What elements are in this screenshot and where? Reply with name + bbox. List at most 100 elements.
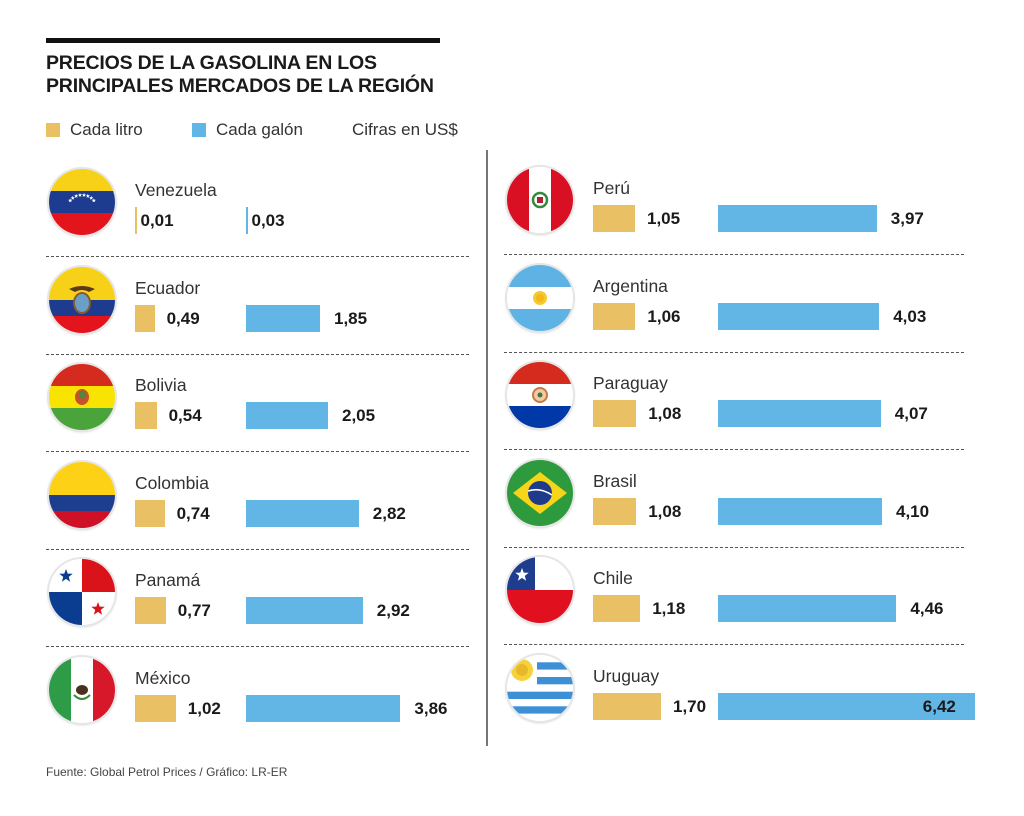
flag-mexico-icon xyxy=(49,656,115,723)
value-label-litro: 1,70 xyxy=(673,696,707,716)
country-name: Argentina xyxy=(593,275,668,296)
value-label-litro: 0,54 xyxy=(168,406,202,425)
value-label-galon: 0,03 xyxy=(251,211,285,230)
country-name: Uruguay xyxy=(593,665,660,686)
row-separator xyxy=(504,644,964,645)
bar-galon xyxy=(718,205,877,232)
bar-litro xyxy=(593,302,636,330)
value-label-galon: 3,97 xyxy=(890,209,924,228)
country-row: Chile 1,18 4,46 xyxy=(0,556,1024,646)
value-label-litro: 0,74 xyxy=(176,503,210,523)
row-separator xyxy=(504,351,964,353)
country-row: Argentina 1,06 4,03 xyxy=(0,264,1024,354)
country-row: Venezuela 0,01 0,03 xyxy=(0,168,1024,258)
value-label-galon: 6,42 xyxy=(922,696,956,716)
country-row: Paraguay 1,08 4,07 xyxy=(0,361,1024,451)
flag-venezuela-icon xyxy=(49,169,115,235)
bar-galon xyxy=(718,595,897,622)
bar-galon xyxy=(246,304,320,332)
value-label-litro: 1,18 xyxy=(652,599,686,618)
title-line-2: PRINCIPALES MERCADOS DE LA REGIÓN xyxy=(46,75,434,97)
value-label-litro: 1,05 xyxy=(647,209,681,228)
flag-bolivia-icon xyxy=(49,364,115,430)
title-line-1: PRECIOS DE LA GASOLINA EN LOS xyxy=(46,52,377,74)
country-row: Perú 1,05 3,97 xyxy=(0,166,1024,256)
bar-galon xyxy=(246,597,363,624)
row-separator xyxy=(504,449,964,450)
country-row: Bolivia 0,54 2,05 xyxy=(0,363,1024,453)
bar-litro xyxy=(135,694,176,722)
country-name: Panamá xyxy=(135,570,201,590)
bar-galon xyxy=(246,207,248,234)
legend-label-galon: Cada galón xyxy=(216,120,303,139)
bar-litro xyxy=(135,597,166,624)
value-label-litro: 1,02 xyxy=(187,698,221,718)
bar-galon xyxy=(718,692,975,720)
legend-swatch-litro xyxy=(46,123,60,137)
row-separator xyxy=(504,546,964,548)
legend-item-litro: Cada litro xyxy=(46,120,143,140)
flag-uruguay-icon xyxy=(507,654,573,721)
value-label-litro: 1,08 xyxy=(648,501,682,521)
value-label-galon: 4,46 xyxy=(910,599,944,618)
country-row: México 1,02 3,86 xyxy=(0,656,1024,746)
legend-item-galon: Cada galón xyxy=(192,120,303,140)
country-name: Chile xyxy=(593,568,633,588)
value-label-galon: 2,82 xyxy=(372,503,406,523)
flag-paraguay-icon xyxy=(507,362,573,428)
column-divider xyxy=(486,150,488,746)
value-label-galon: 4,03 xyxy=(893,306,927,326)
bar-galon xyxy=(718,497,882,525)
units-note: Cifras en US$ xyxy=(352,120,458,139)
legend-units-note: Cifras en US$ xyxy=(352,120,458,140)
value-label-galon: 1,85 xyxy=(334,308,368,328)
legend-swatch-galon xyxy=(192,123,206,137)
source-note: Fuente: Global Petrol Prices / Gráfico: … xyxy=(46,765,288,779)
country-row: Colombia 0,74 2,82 xyxy=(0,461,1024,551)
bar-galon xyxy=(246,499,359,527)
title-rule xyxy=(46,38,440,43)
bar-litro xyxy=(135,402,157,429)
bar-litro xyxy=(593,400,637,427)
country-row: Ecuador 0,49 1,85 xyxy=(0,266,1024,356)
value-label-litro: 1,06 xyxy=(647,306,681,326)
bar-galon xyxy=(246,402,328,429)
country-name: Venezuela xyxy=(135,180,217,200)
bar-litro xyxy=(593,595,641,622)
value-label-galon: 4,10 xyxy=(896,501,930,521)
chart-title: PRECIOS DE LA GASOLINA EN LOS PRINCIPALE… xyxy=(46,52,434,98)
bar-litro xyxy=(135,207,137,234)
country-name: Paraguay xyxy=(593,373,668,393)
flag-peru-icon xyxy=(507,167,573,233)
bar-litro xyxy=(135,304,155,332)
country-name: Brasil xyxy=(593,470,637,491)
bar-galon xyxy=(718,400,881,427)
row-separator xyxy=(46,548,469,550)
bar-litro xyxy=(593,205,635,232)
bar-galon xyxy=(718,302,880,330)
value-label-litro: 0,77 xyxy=(177,601,211,620)
country-row: Panamá 0,77 2,92 xyxy=(0,558,1024,648)
bar-litro xyxy=(593,497,637,525)
flag-panama-icon xyxy=(49,559,115,625)
flag-brasil-icon xyxy=(507,459,573,526)
country-row: Brasil 1,08 4,10 xyxy=(0,459,1024,549)
row-separator xyxy=(46,353,469,355)
row-separator xyxy=(504,254,964,255)
row-separator xyxy=(46,256,469,257)
bar-litro xyxy=(593,692,661,720)
bar-galon xyxy=(246,694,401,722)
value-label-galon: 2,92 xyxy=(376,601,410,620)
row-separator xyxy=(46,646,469,647)
country-name: Colombia xyxy=(135,472,209,493)
value-label-galon: 4,07 xyxy=(894,404,928,423)
value-label-galon: 3,86 xyxy=(414,698,448,718)
value-label-galon: 2,05 xyxy=(342,406,376,425)
country-name: Perú xyxy=(593,178,630,198)
country-name: México xyxy=(135,667,191,688)
value-label-litro: 0,01 xyxy=(140,211,174,230)
flag-chile-icon xyxy=(507,557,573,623)
legend-label-litro: Cada litro xyxy=(70,120,143,139)
bar-litro xyxy=(135,499,165,527)
country-row: Uruguay 1,70 6,42 xyxy=(0,654,1024,744)
